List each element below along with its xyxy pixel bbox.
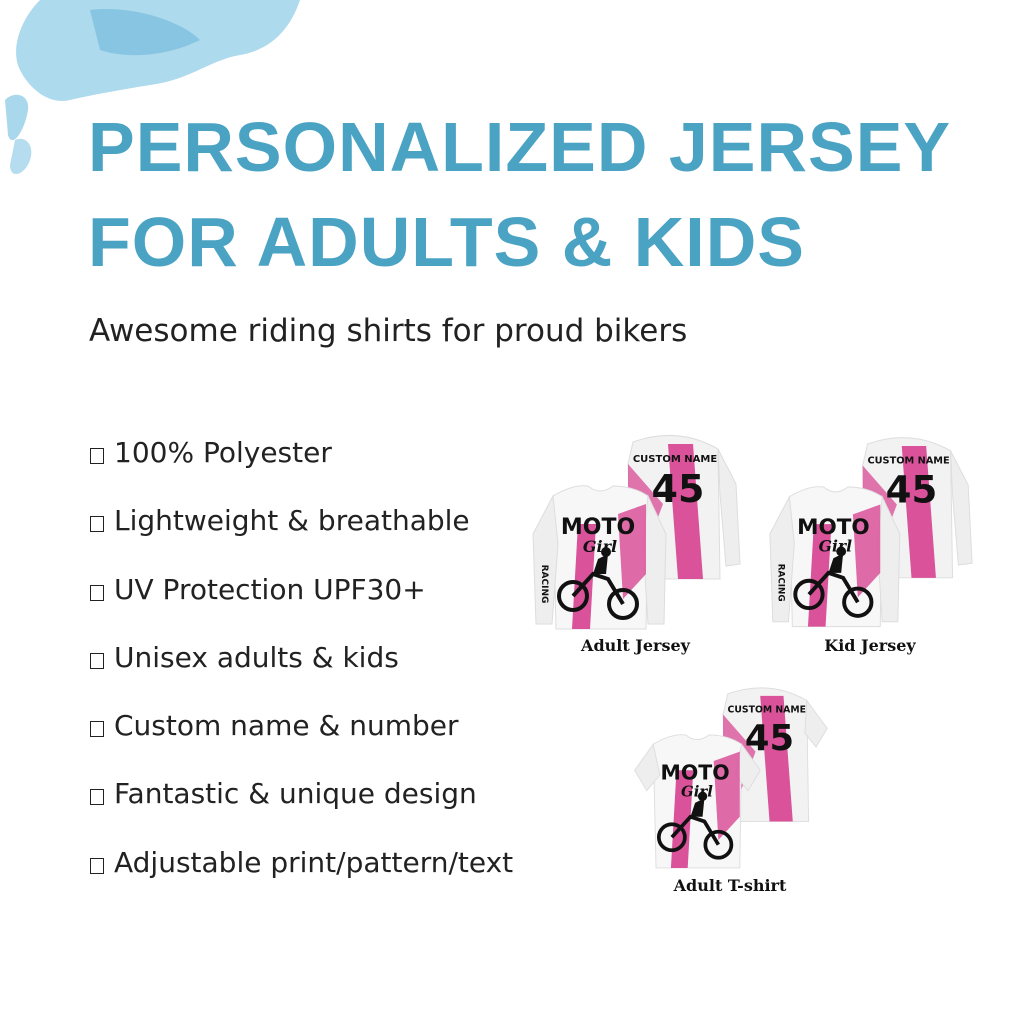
svg-text:45: 45 (745, 718, 794, 759)
svg-text:RACING: RACING (539, 565, 549, 604)
product-adult-jersey: CUSTOM NAME 45 MOTO Girl RACING Adult Je… (528, 424, 743, 655)
feature-list: 100% Polyester Lightweight & breathable … (90, 436, 513, 914)
jersey-front: MOTO Girl RACING (769, 486, 901, 628)
feature-text: 100% Polyester (114, 436, 332, 469)
svg-text:Girl: Girl (681, 782, 713, 800)
feature-text: UV Protection UPF30+ (114, 572, 426, 606)
svg-text:RACING: RACING (776, 564, 786, 602)
checkbox-icon (90, 857, 104, 874)
feature-item: Fantastic & unique design (90, 777, 513, 845)
svg-text:MOTO: MOTO (797, 515, 870, 540)
feature-item: Adjustable print/pattern/text (90, 846, 513, 914)
dirt-bike-icon (793, 546, 874, 618)
svg-text:CUSTOM NAME: CUSTOM NAME (633, 454, 717, 465)
feature-item: 100% Polyester (90, 436, 513, 504)
feature-item: Unisex adults & kids (90, 641, 513, 709)
watercolor-splash (5, 0, 300, 175)
svg-text:CUSTOM NAME: CUSTOM NAME (867, 456, 949, 467)
svg-text:MOTO: MOTO (561, 515, 635, 540)
page-title: PERSONALIZED JERSEY FOR ADULTS & KIDS (88, 100, 951, 290)
checkbox-icon (90, 789, 104, 806)
checkbox-icon (90, 652, 104, 669)
product-label: Adult Jersey (581, 636, 690, 655)
feature-text: Lightweight & breathable (114, 504, 470, 538)
title-line-1: PERSONALIZED JERSEY (88, 108, 952, 186)
feature-item: Custom name & number (90, 709, 513, 777)
product-adult-tshirt: CUSTOM NAME 45 MOTO Girl Adult T-shirt (630, 676, 830, 895)
checkbox-icon (90, 584, 104, 601)
subtitle: Awesome riding shirts for proud bikers (89, 313, 688, 349)
product-label: Kid Jersey (824, 636, 916, 655)
svg-text:45: 45 (652, 467, 705, 511)
svg-text:CUSTOM NAME: CUSTOM NAME (728, 705, 806, 716)
jersey-front: MOTO Girl RACING (532, 485, 667, 630)
feature-text: Adjustable print/pattern/text (114, 845, 514, 879)
jersey-image: CUSTOM NAME 45 MOTO Girl RACING (769, 437, 973, 628)
checkbox-icon (90, 448, 104, 464)
svg-text:MOTO: MOTO (661, 761, 730, 785)
feature-text: Custom name & number (114, 709, 459, 743)
svg-text:45: 45 (886, 469, 938, 512)
feature-text: Unisex adults & kids (114, 640, 399, 674)
jersey-front: MOTO Girl (634, 734, 761, 869)
dirt-bike-icon (557, 547, 639, 620)
tshirt-image: CUSTOM NAME 45 MOTO Girl (634, 687, 828, 869)
title-line-2: FOR ADULTS & KIDS (88, 203, 805, 281)
product-kid-jersey: CUSTOM NAME 45 MOTO Girl RACING Kid Jers… (765, 424, 975, 655)
checkbox-icon (90, 721, 104, 738)
jersey-image: CUSTOM NAME 45 MOTO Girl RACING (532, 434, 741, 630)
feature-item: Lightweight & breathable (90, 504, 513, 572)
feature-text: Fantastic & unique design (114, 777, 477, 811)
svg-text:Girl: Girl (583, 537, 617, 556)
dirt-bike-icon (656, 791, 734, 860)
svg-text:Girl: Girl (819, 536, 852, 555)
checkbox-icon (90, 516, 104, 533)
feature-item: UV Protection UPF30+ (90, 573, 513, 641)
product-label: Adult T-shirt (673, 876, 787, 895)
